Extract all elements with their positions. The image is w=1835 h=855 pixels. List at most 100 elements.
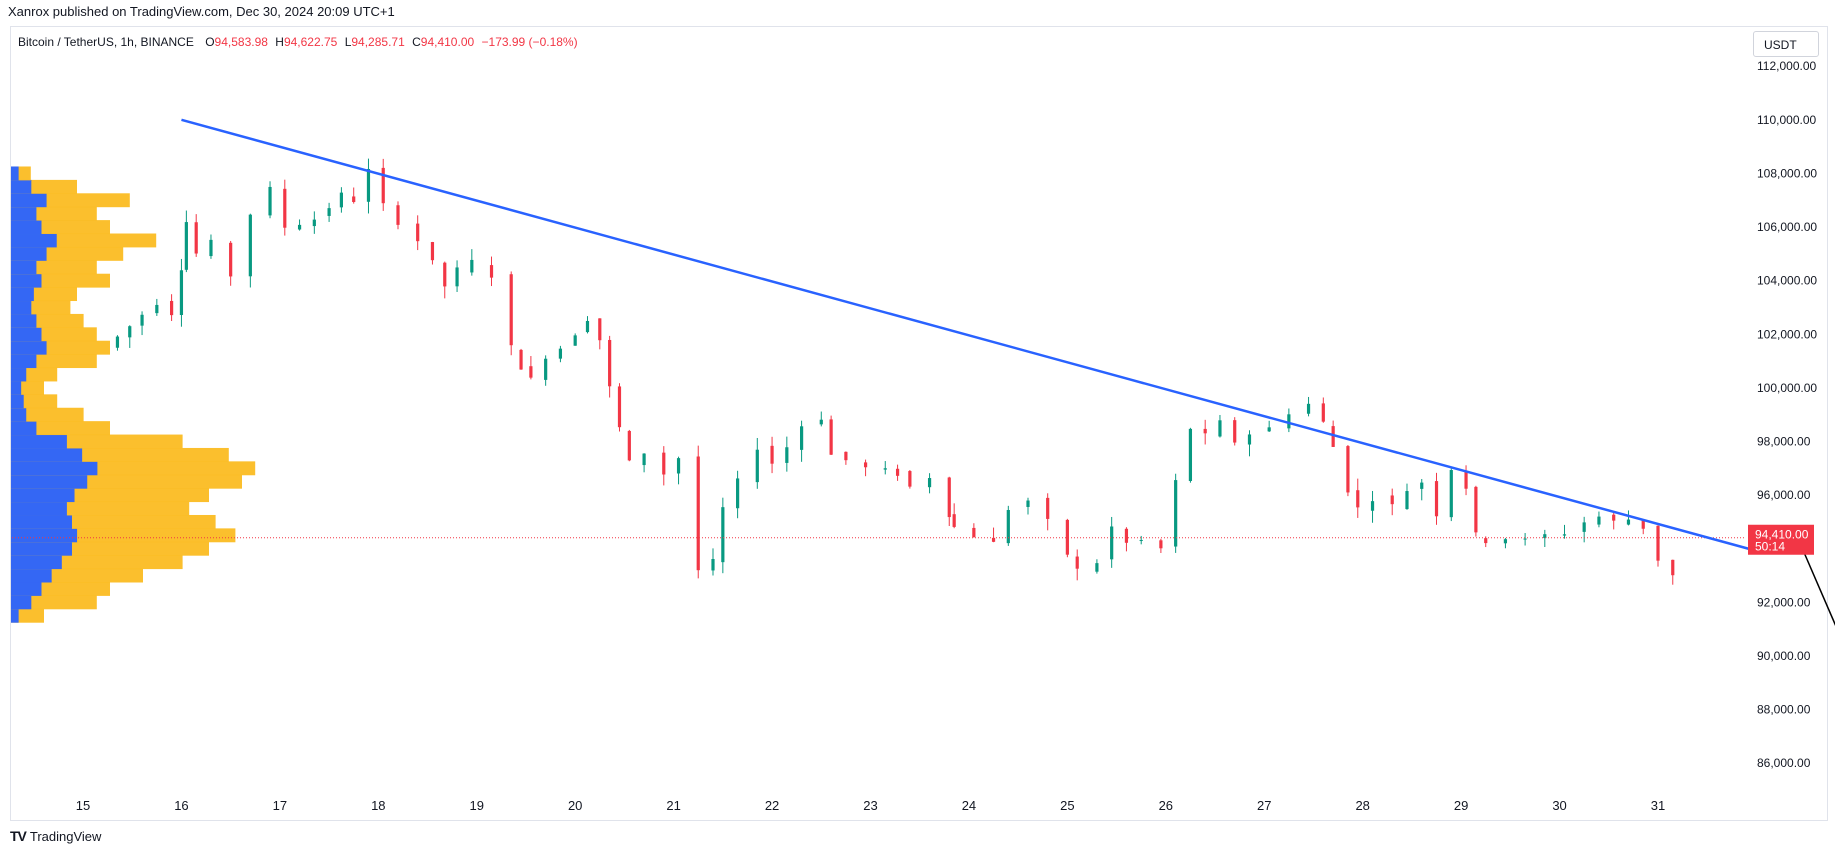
candle-body xyxy=(617,386,622,428)
candle-body xyxy=(529,366,533,378)
candle-body xyxy=(585,320,590,333)
volume-profile-up-bar xyxy=(11,166,19,181)
candle-body xyxy=(140,314,144,326)
candle-body xyxy=(1159,540,1163,549)
candle-body xyxy=(755,449,759,483)
last-price-value: 94,410.00 xyxy=(1755,528,1809,542)
candle-body xyxy=(895,468,900,476)
volume-profile-up-bar xyxy=(11,447,83,462)
candle-body xyxy=(489,265,494,278)
date-axis-label: 30 xyxy=(1552,798,1566,813)
candle-body xyxy=(863,462,868,468)
volume-profile-up-bar xyxy=(11,206,37,221)
candle-body xyxy=(1390,495,1394,505)
high-value: 94,622.75 xyxy=(283,35,338,49)
candle-body xyxy=(339,192,343,208)
candle-body xyxy=(711,559,715,571)
candle-body xyxy=(1626,519,1631,525)
candle-body xyxy=(696,456,700,571)
candle-body xyxy=(947,477,951,518)
candle-body xyxy=(155,304,159,314)
candle-body xyxy=(627,430,631,461)
volume-profile-up-bar xyxy=(11,421,37,436)
candle-body xyxy=(642,453,646,466)
last-price-tag xyxy=(1748,524,1814,555)
price-axis-label: 86,000.00 xyxy=(1757,756,1811,770)
open-label: O xyxy=(205,35,215,49)
date-axis-label: 20 xyxy=(568,798,582,813)
date-axis-label: 15 xyxy=(76,798,90,813)
volume-profile-up-bar xyxy=(11,555,62,570)
candle-body xyxy=(352,196,356,203)
candle-body xyxy=(283,188,287,228)
price-axis-label: 90,000.00 xyxy=(1757,649,1811,663)
price-axis-label: 100,000.00 xyxy=(1757,381,1817,395)
candle-body xyxy=(952,514,956,527)
volume-profile-up-bar xyxy=(11,380,22,395)
date-axis-label: 17 xyxy=(273,798,287,813)
volume-profile-up-bar xyxy=(11,394,24,409)
volume-profile-down-bar xyxy=(11,595,97,610)
candle-body xyxy=(1267,427,1271,432)
candle-body xyxy=(430,242,435,261)
candle-body xyxy=(1124,528,1129,543)
candle-body xyxy=(991,537,996,542)
candle-body xyxy=(1370,501,1375,511)
date-axis-label: 19 xyxy=(470,798,484,813)
candle-body xyxy=(573,335,577,346)
candle-body xyxy=(662,452,666,475)
volume-profile-up-bar xyxy=(11,514,72,529)
candle-body xyxy=(128,326,132,338)
volume-profile-up-bar xyxy=(11,300,32,315)
date-axis-label: 23 xyxy=(863,798,877,813)
candle-body xyxy=(1233,420,1237,443)
volume-profile-down-bar xyxy=(11,608,44,623)
candle-body xyxy=(770,445,774,464)
candle-body xyxy=(1543,534,1547,539)
volume-profile-up-bar xyxy=(11,179,32,194)
date-axis-label: 21 xyxy=(666,798,680,813)
candle-body xyxy=(1110,526,1114,560)
symbol-label[interactable]: Bitcoin / TetherUS, 1h, BINANCE xyxy=(18,35,194,49)
candle-body xyxy=(1331,426,1335,447)
candle-body xyxy=(1306,403,1311,414)
published-by-text: Xanrox published on TradingView.com, Dec… xyxy=(8,4,395,19)
volume-profile-up-bar xyxy=(11,354,37,369)
candle-body xyxy=(115,336,120,348)
volume-profile-up-bar xyxy=(11,461,98,476)
volume-profile-up-bar xyxy=(11,340,47,355)
volume-profile-up-bar xyxy=(11,246,47,261)
candle-body xyxy=(1474,486,1478,533)
candle-body xyxy=(519,349,523,370)
candle-body xyxy=(1449,470,1453,518)
currency-selector[interactable]: USDT xyxy=(1753,31,1819,57)
date-axis-label: 18 xyxy=(371,798,385,813)
price-axis-label: 110,000.00 xyxy=(1757,113,1816,127)
volume-profile-up-bar xyxy=(11,193,47,208)
change-value: −173.99 (−0.18%) xyxy=(481,35,578,49)
price-axis-label: 98,000.00 xyxy=(1757,435,1811,449)
volume-profile-down-bar xyxy=(11,407,84,422)
candle-body xyxy=(1139,539,1143,541)
candle-body xyxy=(799,426,804,450)
price-axis-label: 112,000.00 xyxy=(1757,59,1816,73)
volume-profile-up-bar xyxy=(11,273,42,288)
last-price-countdown: 50:14 xyxy=(1755,540,1785,554)
date-axis-label: 27 xyxy=(1257,798,1271,813)
low-label: L xyxy=(344,35,352,49)
candle-body xyxy=(268,186,272,216)
candle-body xyxy=(416,223,420,242)
candle-body xyxy=(1006,510,1010,544)
footer-brand[interactable]: TV TradingView xyxy=(10,828,101,844)
candle-body xyxy=(1641,519,1645,529)
candle-body xyxy=(179,270,184,316)
candle-body xyxy=(829,419,833,455)
candle-body xyxy=(721,507,725,563)
candle-body xyxy=(1562,534,1567,536)
volume-profile-up-bar xyxy=(11,220,42,235)
candle-body xyxy=(676,458,681,474)
volume-profile-up-bar xyxy=(11,595,32,610)
candle-body xyxy=(1026,500,1030,507)
candle-body xyxy=(1656,525,1660,561)
